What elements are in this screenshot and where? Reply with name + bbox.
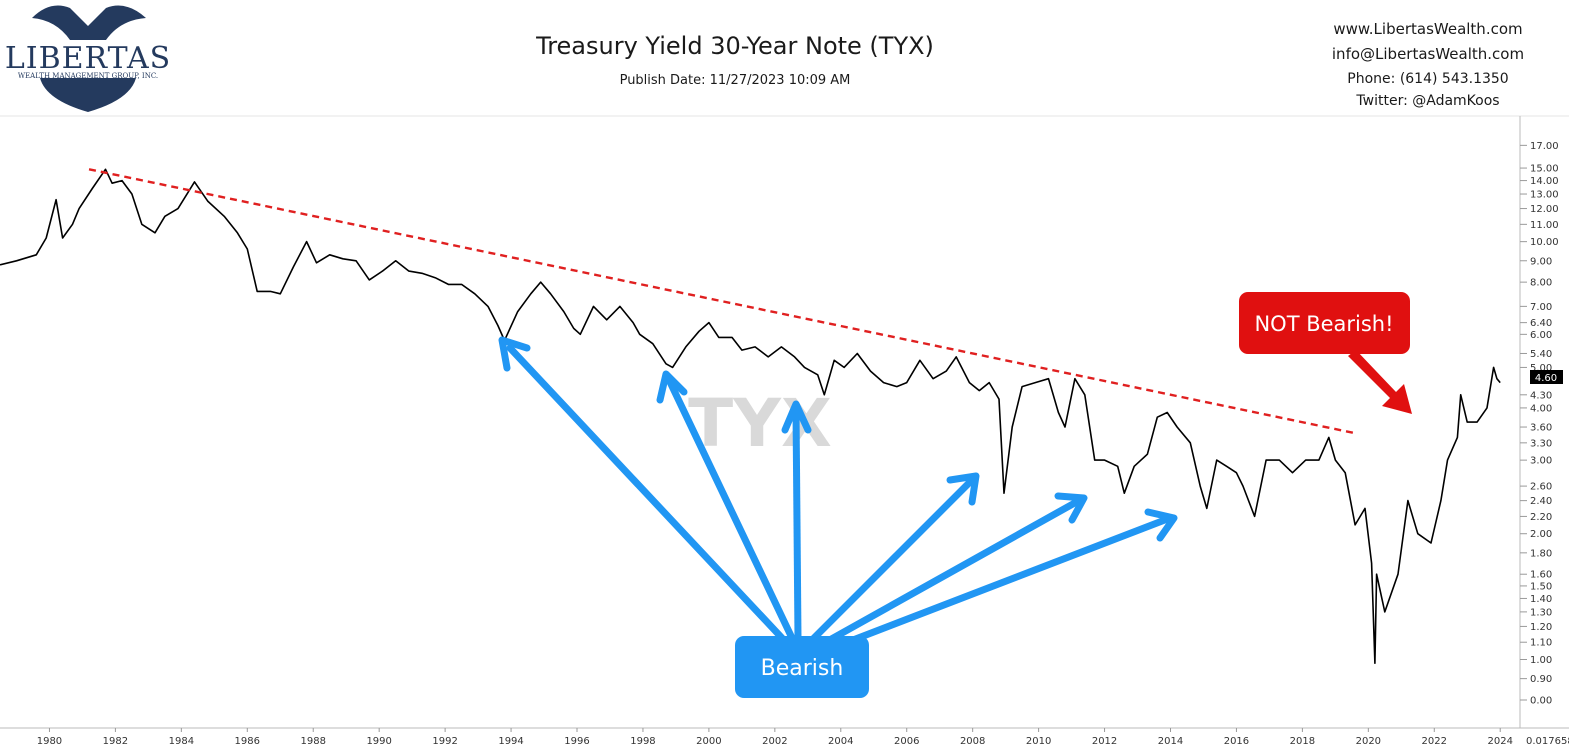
watermark: TYX bbox=[688, 385, 832, 462]
x-tick-label: 2006 bbox=[894, 736, 919, 747]
y-tick-label: 1.10 bbox=[1530, 638, 1552, 649]
y-tick-label: 1.30 bbox=[1530, 607, 1552, 618]
y-tick-label: 2.20 bbox=[1530, 512, 1552, 523]
x-axis-right-label: 0.017658 bbox=[1526, 736, 1569, 747]
bearish-arrowhead-2015 bbox=[1144, 508, 1178, 542]
logo: LIBERTAS WEALTH MANAGEMENT GROUP, INC. bbox=[5, 5, 171, 112]
y-tick-label: 12.00 bbox=[1530, 204, 1559, 215]
bearish-arrow-2012 bbox=[822, 496, 1084, 646]
x-tick-label: 1998 bbox=[630, 736, 655, 747]
y-tick-label: 1.20 bbox=[1530, 622, 1552, 633]
x-tick-label: 1994 bbox=[498, 736, 523, 747]
y-tick-label: 14.00 bbox=[1530, 176, 1559, 187]
contact-website: www.LibertasWealth.com bbox=[1333, 20, 1522, 38]
y-tick-label: 1.80 bbox=[1530, 548, 1552, 559]
current-value-marker: 4.60 bbox=[1530, 370, 1563, 384]
bearish-arrow-1998 bbox=[666, 378, 796, 642]
x-tick-label: 1988 bbox=[301, 736, 326, 747]
y-tick-label: 4.00 bbox=[1530, 403, 1552, 414]
bearish-arrow-2015 bbox=[836, 514, 1174, 649]
bearish-arrowhead-2003 bbox=[781, 400, 812, 434]
y-tick-label: 5.40 bbox=[1530, 349, 1552, 360]
y-tick-label: 1.60 bbox=[1530, 570, 1552, 581]
bearish-arrowhead-1994 bbox=[498, 336, 531, 372]
x-tick-label: 2000 bbox=[696, 736, 721, 747]
logo-text: LIBERTAS bbox=[5, 41, 171, 76]
y-tick-label: 2.40 bbox=[1530, 496, 1552, 507]
x-tick-label: 2004 bbox=[828, 736, 853, 747]
not-bearish-arrow bbox=[1348, 350, 1412, 414]
logo-subtext: WEALTH MANAGEMENT GROUP, INC. bbox=[18, 72, 158, 80]
eagle-wings-icon bbox=[32, 5, 146, 41]
y-tick-label: 6.40 bbox=[1530, 318, 1552, 329]
y-tick-label: 5.00 bbox=[1530, 363, 1552, 374]
x-tick-label: 2020 bbox=[1356, 736, 1381, 747]
bearish-arrow-1994 bbox=[506, 344, 786, 642]
bearish-arrowhead-2008 bbox=[946, 472, 980, 506]
tyx-price-line bbox=[0, 168, 1501, 664]
y-tick-label: 13.00 bbox=[1530, 190, 1559, 201]
x-tick-label: 2002 bbox=[762, 736, 787, 747]
x-tick-label: 1992 bbox=[432, 736, 457, 747]
contact-twitter: Twitter: @AdamKoos bbox=[1355, 93, 1499, 109]
x-axis: 1980 1982 1984 1986 1988 1990 1992 1994 1996 1998… bbox=[37, 728, 1513, 747]
x-tick-label: 2016 bbox=[1224, 736, 1249, 747]
x-tick-label: 2014 bbox=[1158, 736, 1183, 747]
publish-date: Publish Date: 11/27/2023 10:09 AM bbox=[620, 73, 851, 88]
y-tick-label: 6.00 bbox=[1530, 330, 1552, 341]
y-tick-label: 8.00 bbox=[1530, 278, 1552, 289]
y-tick-label: 3.60 bbox=[1530, 423, 1552, 434]
x-tick-label: 1986 bbox=[235, 736, 260, 747]
bearish-arrows bbox=[498, 336, 1178, 649]
y-tick-label: 10.00 bbox=[1530, 237, 1559, 248]
not-bearish-callout: NOT Bearish! bbox=[1239, 292, 1412, 414]
x-tick-label: 1990 bbox=[366, 736, 391, 747]
x-tick-label: 1984 bbox=[169, 736, 194, 747]
x-tick-label: 2012 bbox=[1092, 736, 1117, 747]
y-tick-label: 9.00 bbox=[1530, 256, 1552, 267]
y-tick-label: 1.40 bbox=[1530, 594, 1552, 605]
bearish-arrow-2003 bbox=[792, 406, 802, 642]
y-tick-label: 11.00 bbox=[1530, 220, 1559, 231]
y-tick-label: 3.30 bbox=[1530, 438, 1552, 449]
bearish-label: Bearish bbox=[761, 656, 844, 681]
y-tick-label: 15.00 bbox=[1530, 164, 1559, 175]
chart-title: Treasury Yield 30-Year Note (TYX) bbox=[535, 32, 934, 60]
bearish-arrowhead-1998 bbox=[656, 370, 688, 404]
contact-email: info@LibertasWealth.com bbox=[1332, 45, 1524, 63]
y-tick-label: 2.60 bbox=[1530, 482, 1552, 493]
x-tick-label: 2010 bbox=[1026, 736, 1051, 747]
bearish-arrowhead-2012 bbox=[1054, 492, 1088, 524]
y-tick-label: 17.00 bbox=[1530, 141, 1559, 152]
y-tick-label: 0.90 bbox=[1530, 674, 1552, 685]
x-tick-label: 2008 bbox=[960, 736, 985, 747]
y-tick-label: 3.00 bbox=[1530, 456, 1552, 467]
not-bearish-label: NOT Bearish! bbox=[1254, 312, 1393, 336]
x-tick-label: 2022 bbox=[1422, 736, 1447, 747]
y-tick-label: 1.00 bbox=[1530, 655, 1552, 666]
x-tick-label: 1980 bbox=[37, 736, 62, 747]
x-tick-label: 2018 bbox=[1290, 736, 1315, 747]
x-tick-label: 2024 bbox=[1487, 736, 1512, 747]
bearish-callout: Bearish bbox=[735, 636, 869, 698]
bearish-arrow-2008 bbox=[808, 476, 976, 644]
x-tick-label: 1982 bbox=[103, 736, 128, 747]
y-tick-label: 0.00 bbox=[1530, 696, 1552, 707]
shield-icon bbox=[40, 78, 136, 112]
y-tick-label: 2.00 bbox=[1530, 529, 1552, 540]
x-tick-label: 1996 bbox=[564, 736, 589, 747]
contact-phone: Phone: (614) 543.1350 bbox=[1347, 71, 1508, 87]
current-value-label: 4.60 bbox=[1535, 373, 1557, 384]
y-tick-label: 4.30 bbox=[1530, 390, 1552, 401]
y-tick-label: 1.50 bbox=[1530, 581, 1552, 592]
y-tick-label: 7.00 bbox=[1530, 302, 1552, 313]
